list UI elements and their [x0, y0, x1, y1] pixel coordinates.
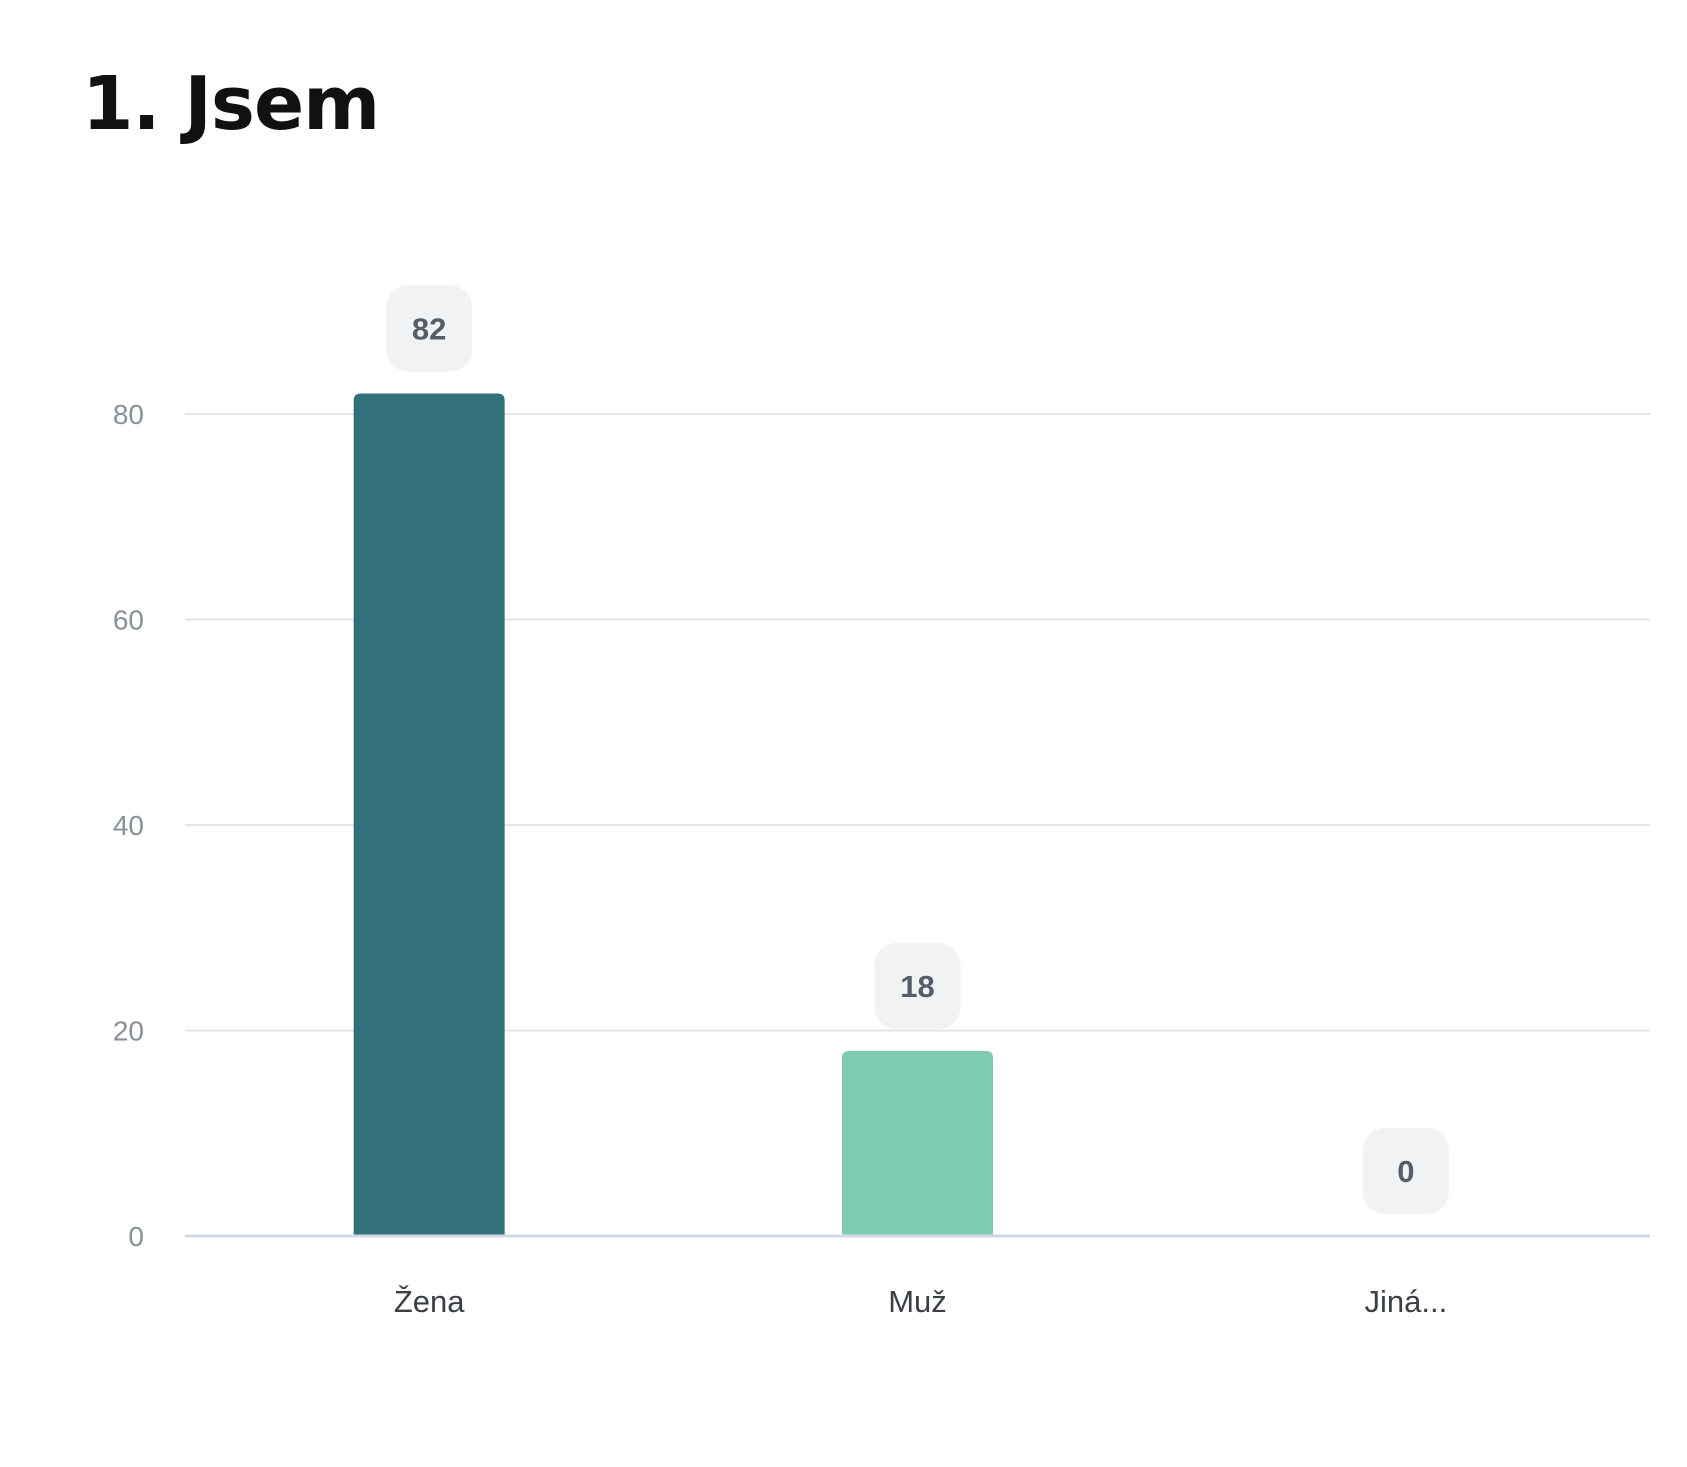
- y-tick-label: 60: [113, 605, 144, 636]
- data-label: 18: [874, 943, 961, 1030]
- y-axis-ticks: 0 20 40 60 80: [113, 399, 144, 1252]
- data-label-text: 82: [412, 311, 446, 346]
- y-tick-label: 80: [113, 399, 144, 430]
- bar: [842, 1051, 993, 1236]
- bars: [353, 393, 993, 1236]
- data-label-box: [1362, 1128, 1449, 1214]
- chart-title: 1. Jsem: [82, 61, 380, 147]
- x-axis-ticks: Žena Muž Jiná...: [394, 1284, 1447, 1319]
- data-label-box: [386, 285, 473, 372]
- data-label: 0: [1362, 1128, 1449, 1214]
- x-tick-label: Muž: [888, 1284, 947, 1319]
- data-labels: 82 18 0: [386, 285, 1449, 1214]
- data-label: 82: [386, 285, 473, 372]
- data-label-box: [874, 943, 961, 1030]
- y-tick-label: 40: [113, 810, 144, 841]
- x-tick-label: Jiná...: [1364, 1284, 1447, 1319]
- x-tick-label: Žena: [394, 1284, 465, 1319]
- y-tick-label: 0: [128, 1221, 144, 1252]
- bar: [353, 393, 505, 1236]
- y-tick-label: 20: [113, 1016, 144, 1047]
- data-label-text: 0: [1397, 1154, 1414, 1189]
- data-label-text: 18: [900, 969, 934, 1004]
